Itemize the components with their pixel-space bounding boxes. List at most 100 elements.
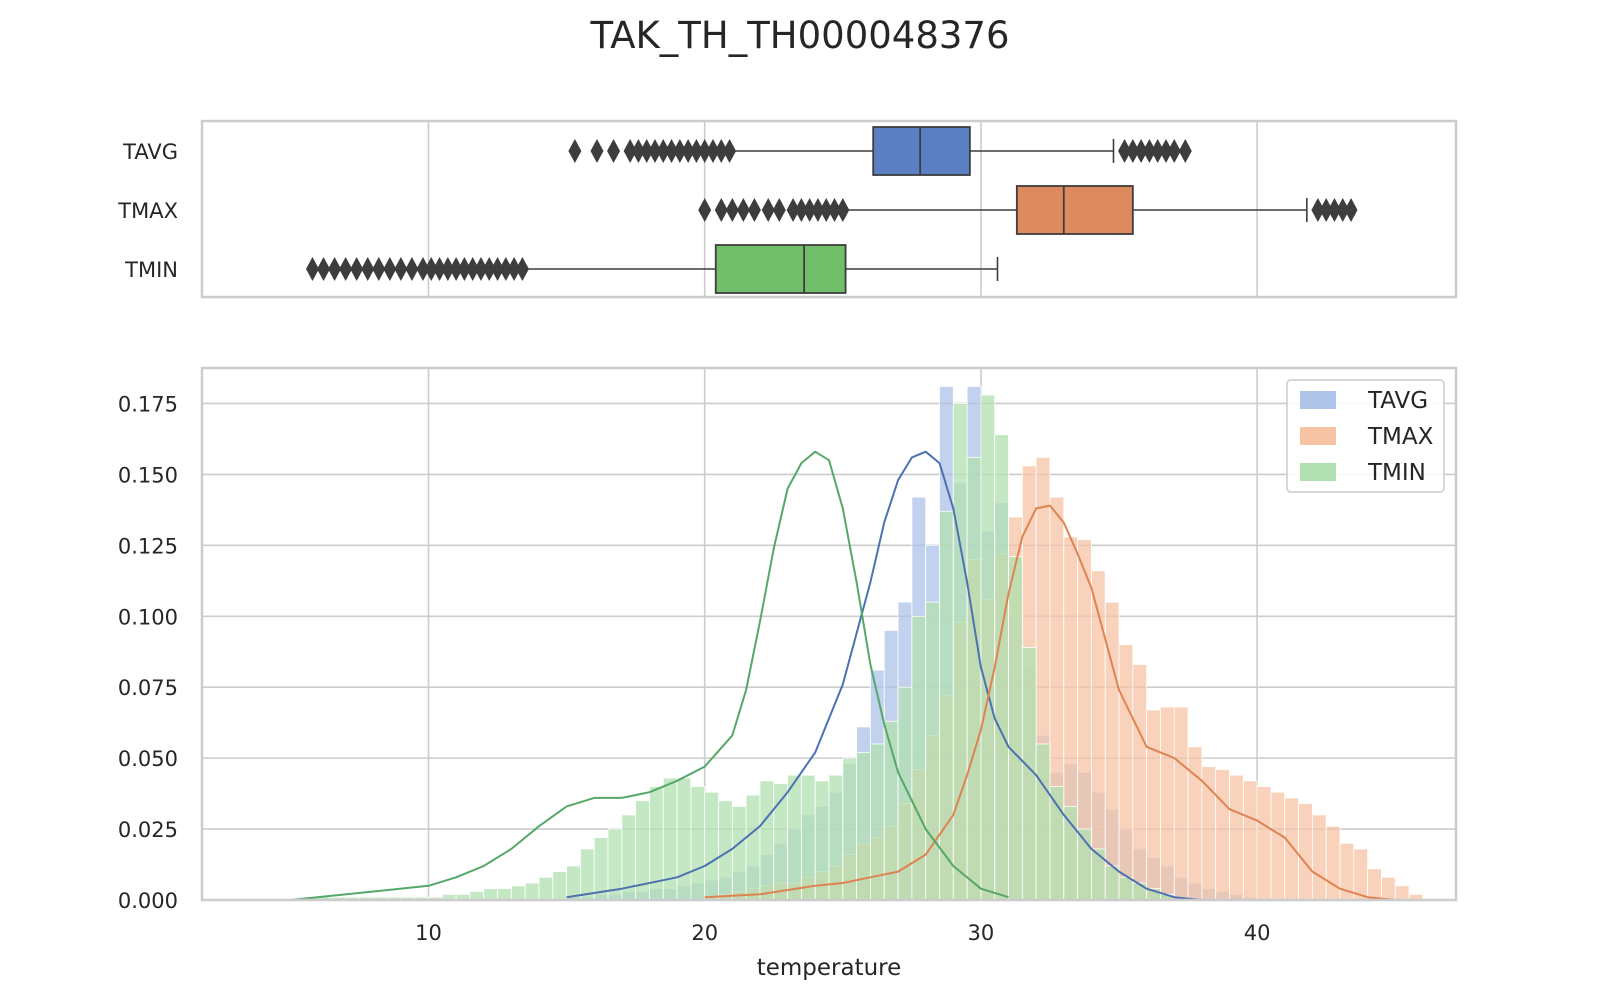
outlier-marker [725, 198, 739, 222]
legend-label-tmax: TMAX [1367, 424, 1434, 450]
boxplot-category-label: TMIN [124, 258, 178, 282]
outlier-marker [1327, 198, 1341, 222]
histogram-bar [745, 794, 761, 901]
outlier-marker [656, 139, 670, 163]
outlier-marker [1118, 139, 1132, 163]
histogram-bar [980, 394, 996, 901]
outlier-marker [828, 198, 842, 222]
legend-swatch-tavg [1300, 391, 1336, 409]
outlier-marker [665, 139, 679, 163]
outlier-marker [723, 139, 737, 163]
boxplot-frame [200, 119, 1458, 299]
histogram-bar [1353, 848, 1369, 901]
outlier-marker [1311, 198, 1325, 222]
outlier-marker [640, 139, 654, 163]
outlier-marker [491, 257, 505, 281]
histogram-bar [1091, 848, 1106, 901]
histogram-bar [1173, 706, 1189, 901]
histogram-bar [911, 615, 927, 901]
y-tick-label: 0.125 [118, 534, 178, 558]
histogram-bar [731, 805, 747, 901]
histogram-bar [1367, 868, 1382, 901]
histogram-bar [994, 434, 1009, 901]
outlier-marker [803, 198, 817, 222]
outlier-marker [689, 139, 703, 163]
histogram-bar [952, 403, 968, 901]
histogram-bar [1035, 743, 1051, 901]
outlier-marker [416, 257, 430, 281]
outlier-marker [328, 257, 342, 281]
outlier-marker [515, 257, 529, 281]
outlier-marker [350, 257, 364, 281]
histogram-bar [925, 601, 940, 901]
outlier-marker [590, 139, 604, 163]
y-tick-label: 0.175 [118, 392, 178, 416]
histogram-bar [842, 757, 858, 901]
legend-label-tavg: TAVG [1367, 388, 1428, 414]
kde-curves [290, 450, 1396, 901]
outlier-marker [607, 139, 621, 163]
histogram-bar [1187, 746, 1203, 901]
outlier-marker [811, 198, 825, 222]
histogram-bar [690, 786, 706, 901]
outlier-marker [507, 257, 521, 281]
y-tick-label: 0.000 [118, 889, 178, 913]
histogram-bar [1298, 803, 1313, 901]
outlier-marker [405, 257, 419, 281]
outlier-marker [499, 257, 513, 281]
y-tick-label: 0.050 [118, 747, 178, 771]
box-tavg [568, 126, 1192, 176]
box-tmax [698, 185, 1358, 235]
x-tick-label: 30 [968, 921, 995, 945]
histogram-bar [497, 888, 512, 901]
histogram-bar [538, 876, 554, 901]
kde-line-tmin [290, 450, 1009, 901]
outlier-marker [714, 198, 728, 222]
boxplot-axes: TAVG TMAX TMIN [117, 119, 1458, 299]
histogram-bar [1325, 825, 1341, 901]
outlier-marker [383, 257, 397, 281]
outlier-marker [361, 257, 375, 281]
outlier-marker [714, 139, 728, 163]
histogram-bar [1284, 797, 1299, 901]
outlier-marker [1336, 198, 1350, 222]
boxplot-category-label: TAVG [122, 140, 178, 164]
y-tick-label: 0.150 [118, 463, 178, 487]
histogram-bar [1008, 556, 1023, 901]
histogram-bar [1394, 885, 1410, 901]
histogram-bar [1311, 814, 1327, 901]
outlier-marker [441, 257, 455, 281]
outlier-marker [372, 257, 386, 281]
histogram-bar [1118, 876, 1134, 901]
histogram-bar [1256, 786, 1272, 901]
box-tmin [305, 244, 999, 294]
outlier-marker [761, 198, 775, 222]
outlier-marker [1167, 139, 1181, 163]
outlier-marker [706, 139, 720, 163]
histogram-x-tick-labels: 10 20 30 40 [415, 921, 1270, 945]
outlier-marker [1344, 198, 1358, 222]
histogram-bar [787, 774, 802, 901]
histogram-bar [676, 777, 692, 901]
outlier-marker [698, 139, 712, 163]
legend: TAVG TMAX TMIN [1286, 379, 1445, 493]
legend-swatch-tmin [1300, 463, 1336, 481]
outlier-marker [482, 257, 496, 281]
outlier-marker [786, 198, 800, 222]
outlier-marker [305, 257, 319, 281]
box-iqr [1015, 185, 1134, 235]
outlier-marker [698, 198, 712, 222]
outlier-marker [794, 198, 808, 222]
outlier-marker [568, 139, 582, 163]
histogram-bar [662, 777, 678, 901]
histogram-bar [1242, 780, 1258, 901]
histogram-bar [800, 774, 816, 901]
outlier-marker [1319, 198, 1333, 222]
histogram-bar [1270, 791, 1286, 901]
outlier-marker [631, 139, 645, 163]
boxplot-category-label: TMAX [117, 199, 178, 223]
histogram-y-tick-labels: 0.000 0.025 0.050 0.075 0.100 0.125 0.150 0.175 [118, 392, 178, 913]
figure-title: TAK_TH_TH000048376 [589, 14, 1009, 57]
boxplot-category-labels: TAVG TMAX TMIN [117, 140, 178, 282]
